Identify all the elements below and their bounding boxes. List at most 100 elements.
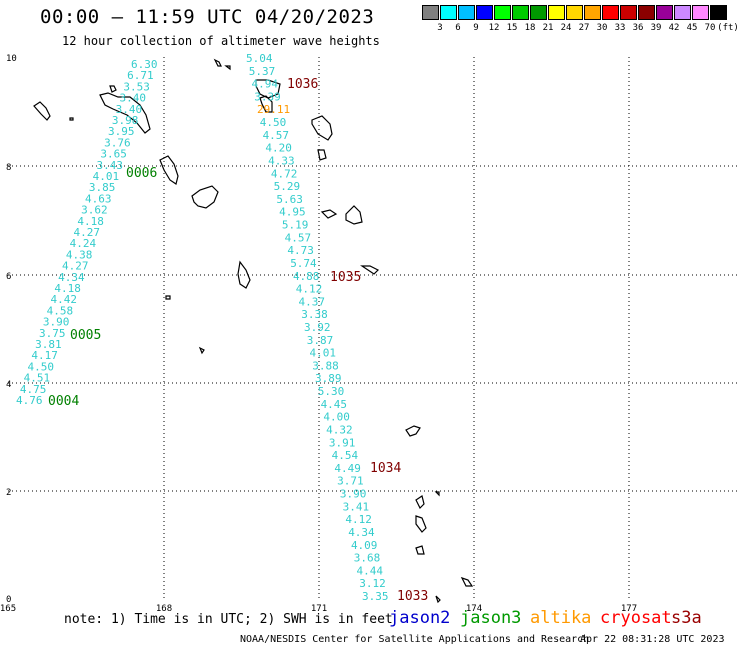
time-label: 0006 — [126, 166, 157, 181]
island — [415, 545, 425, 555]
time-label: 0004 — [48, 394, 79, 409]
page-subtitle: 12 hour collection of altimeter wave hei… — [62, 34, 380, 48]
track-left-value: 6.30 — [131, 58, 158, 71]
track-left-value: 4.18 — [77, 215, 104, 228]
track-middle-value: 5.04 — [246, 52, 273, 65]
map-grid: 165 168 171 174 177 10 8 6 4 2 0 — [0, 54, 740, 614]
island — [213, 58, 222, 67]
track-middle-value: 4.12 — [296, 283, 323, 296]
legend-swatch — [584, 5, 601, 20]
island — [259, 95, 273, 113]
track-left-value: 4.01 — [93, 170, 120, 183]
track-left-value: 3.40 — [120, 92, 147, 105]
legend-swatch — [638, 5, 655, 20]
x-tick-label: 174 — [466, 604, 482, 614]
satellite-label: s3a — [671, 608, 702, 628]
satellite-label: altika — [530, 608, 592, 628]
island — [255, 79, 281, 99]
island — [109, 85, 117, 93]
time-label: 1033 — [397, 589, 428, 604]
satellite-label: cryosat — [600, 608, 672, 628]
track-left-value: 4.42 — [51, 293, 78, 306]
legend-label: 6 — [455, 23, 461, 33]
track-middle-value: 4.50 — [260, 116, 287, 129]
track-left-value: 3.40 — [116, 103, 142, 116]
track-middle-value: 4.54 — [332, 449, 359, 462]
y-tick-label: 8 — [6, 163, 11, 173]
track-middle-value: 3.92 — [304, 321, 331, 334]
track-middle-value: 4.94 — [252, 78, 279, 91]
track-left-value: 4.75 — [20, 383, 47, 396]
track-middle-value: 4.20 — [265, 142, 292, 155]
satellite-label: jason3 — [460, 608, 522, 628]
track-middle-value: 3.87 — [307, 334, 334, 347]
track-left-value: 4.17 — [31, 349, 58, 362]
time-label: 0005 — [70, 328, 101, 343]
track-left-value: 4.27 — [74, 226, 101, 239]
legend-swatch — [674, 5, 691, 20]
track-middle-value: 3.39 — [254, 90, 280, 103]
legend-swatch — [566, 5, 583, 20]
island — [191, 185, 219, 209]
y-tick-label: 10 — [6, 54, 17, 64]
legend-label: 24 — [560, 23, 572, 33]
track-left-value: 3.43 — [97, 159, 124, 172]
track-left-value: 4.50 — [28, 360, 55, 373]
legend-label: 21 — [542, 23, 554, 33]
track-middle-value: 5.29 — [274, 180, 301, 193]
track-left-value: 3.90 — [43, 316, 69, 329]
track-left-value: 4.38 — [66, 248, 93, 261]
track-middle-value: 4.00 — [323, 411, 350, 424]
track-left-value: 3.75 — [39, 327, 66, 340]
altimeter-tracks: 6.306.713.533.403.403.983.953.763.653.43… — [16, 52, 428, 604]
track-left-value: 3.98 — [112, 114, 139, 127]
track-middle-value: 5.37 — [249, 65, 276, 78]
y-tick-label: 4 — [6, 380, 11, 390]
track-left-value: 3.85 — [89, 181, 116, 194]
track-middle-value: 4.95 — [279, 206, 306, 219]
track-middle-value: 3.91 — [329, 436, 356, 449]
island — [415, 515, 427, 533]
track-middle-value: 3.38 — [301, 308, 328, 321]
legend-swatch — [602, 5, 619, 20]
track-left-value: 4.27 — [62, 260, 89, 273]
track-middle-value: 3.12 — [359, 577, 386, 590]
legend-swatch — [692, 5, 709, 20]
track-middle-value: 4.34 — [348, 526, 375, 539]
track-middle-value: 5.19 — [282, 219, 309, 232]
x-tick-label: 168 — [156, 604, 172, 614]
track-left-value: 3.81 — [35, 338, 62, 351]
track-middle-value: 3.90 — [340, 488, 367, 501]
track-middle-value: 4.09 — [351, 539, 378, 552]
time-label: 1034 — [370, 461, 401, 476]
credit-text: NOAA/NESDIS Center for Satellite Applica… — [240, 634, 590, 645]
timestamp-text: Apr 22 08:31:28 UTC 2023 — [580, 634, 725, 645]
time-label: 1036 — [287, 77, 318, 92]
track-left-value: 3.95 — [108, 125, 135, 138]
island — [405, 425, 421, 437]
y-tick-label: 0 — [6, 595, 11, 605]
track-middle-value: 4.33 — [268, 154, 295, 167]
island — [415, 495, 425, 510]
legend-label: 9 — [473, 23, 479, 33]
track-left-value: 4.58 — [47, 304, 74, 317]
island — [198, 346, 205, 355]
legend-swatch — [710, 5, 727, 20]
legend-unit: (ft) — [717, 23, 739, 33]
island — [435, 595, 441, 604]
island — [99, 92, 151, 134]
track-left-value: 4.51 — [24, 372, 50, 385]
island — [165, 295, 171, 300]
legend-swatch — [494, 5, 511, 20]
x-tick-label: 165 — [0, 604, 16, 614]
island — [434, 491, 440, 497]
track-left-value: 4.34 — [58, 271, 85, 284]
track-middle-value: 3.35 — [362, 590, 389, 603]
track-middle-value: 4.37 — [298, 295, 325, 308]
track-middle-value: 4.88 — [293, 270, 320, 283]
legend-swatch — [656, 5, 673, 20]
legend-swatch — [422, 5, 439, 20]
legend-label: 45 — [686, 23, 698, 33]
legend-swatch — [458, 5, 475, 20]
track-middle-value: 4.44 — [356, 564, 383, 577]
